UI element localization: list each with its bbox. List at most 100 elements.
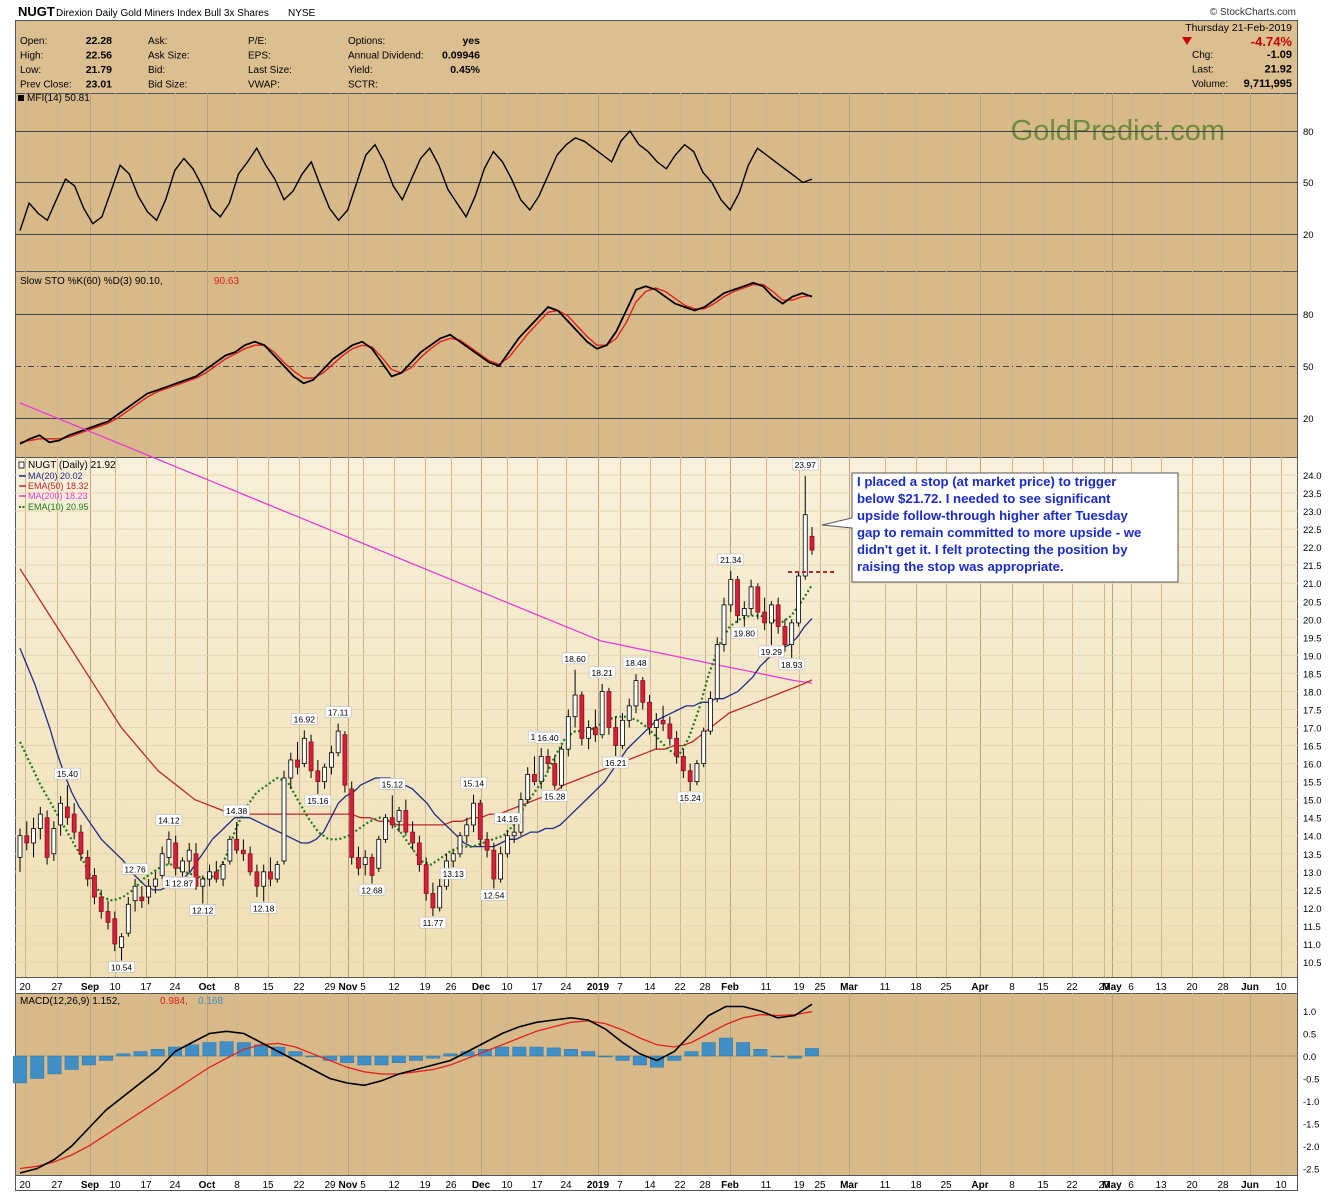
price-label-text: 12.54	[483, 890, 505, 900]
x-tick-label: 15	[262, 982, 274, 993]
price-chart: 24.0 23.5 23.0 22.5 22.0 21.5 21.0 20.5 20.0 19.5…	[15, 402, 1322, 973]
candle-down	[762, 611, 768, 624]
macd-tick-label: 1.0	[1303, 1007, 1316, 1018]
candle-up	[146, 885, 152, 898]
candle-up	[721, 604, 727, 645]
price-label-text: 19.80	[734, 629, 756, 639]
candle-down	[193, 853, 199, 887]
candle-down	[430, 893, 436, 909]
quote-label: VWAP:	[248, 80, 280, 91]
price-label-box	[676, 791, 704, 804]
candle-down	[647, 701, 652, 728]
x-tick-label: 27	[51, 982, 63, 993]
candle-up	[322, 766, 328, 783]
summary-label: Volume:	[1192, 79, 1228, 90]
candle-down	[416, 842, 422, 866]
exchange-label: NYSE	[288, 8, 316, 19]
sto-levels: 80 50 20	[15, 310, 1314, 425]
macd-hist-bar	[116, 1053, 131, 1057]
price-tick-label: 24.0	[1303, 471, 1322, 482]
x-tick-label-bottom: 29	[1098, 1180, 1110, 1191]
price-label-text: 16.92	[294, 714, 316, 724]
candle-down	[356, 856, 361, 869]
macd-tick-label: -1.0	[1303, 1097, 1319, 1108]
x-tick-label-bottom: 14	[644, 1180, 656, 1191]
macd-hist-bar	[340, 1055, 355, 1063]
price-label-text: 16.21	[605, 758, 627, 768]
x-tick-label-bottom: 28	[1217, 1180, 1229, 1191]
price-label-text: 14.12	[158, 815, 180, 825]
macd-hist-bar	[288, 1051, 303, 1057]
x-tick-label: 28	[1217, 982, 1229, 993]
macd-hist-bar	[47, 1055, 62, 1075]
price-label-box	[324, 706, 352, 718]
price-label-box	[460, 777, 487, 789]
candle-icon	[18, 461, 25, 469]
candle-up	[471, 802, 476, 826]
quote-label: Ask Size:	[148, 51, 190, 62]
price-tick-label: 22.5	[1303, 525, 1322, 536]
candle-up	[274, 864, 280, 880]
price-tick-label: 12.5	[1303, 886, 1322, 897]
macd-hist-bar	[391, 1055, 406, 1063]
macd-tick-label: -2.5	[1303, 1165, 1319, 1176]
quote-label: Prev Close:	[20, 80, 72, 91]
price-label-text: 12.68	[361, 885, 383, 895]
source-credit: © StockCharts.com	[1210, 7, 1296, 18]
candle-down	[139, 896, 145, 902]
price-tick-label: 19.5	[1303, 633, 1322, 644]
price-label-box	[534, 731, 562, 744]
price-label-text: 21.34	[720, 555, 742, 565]
x-tick-label: Nov	[339, 982, 358, 993]
candle-up	[51, 828, 57, 855]
x-tick-label: 10	[109, 982, 121, 993]
macd-hist-bar	[512, 1046, 527, 1057]
x-tick-label: 24	[560, 982, 572, 993]
candle-up	[802, 514, 808, 577]
candle-down	[78, 831, 84, 855]
quote-label: Annual Dividend:	[348, 51, 424, 62]
price-label-text: 12.18	[253, 903, 275, 913]
price-label-text: 15.24	[680, 793, 702, 803]
candle-up	[457, 835, 463, 855]
ema10-line	[19, 584, 813, 902]
macd-hist-bar	[546, 1047, 561, 1057]
x-tick-label: 8	[234, 982, 240, 993]
price-label-box	[304, 794, 332, 807]
x-tick-label: 7	[617, 982, 623, 993]
price-tick-label: 20.0	[1303, 615, 1322, 626]
price-label-box	[419, 916, 447, 929]
price-tick-label: 12.0	[1303, 904, 1322, 915]
candle-down	[213, 871, 219, 880]
macd-hist-bar	[150, 1049, 165, 1057]
price-label-box	[588, 666, 616, 679]
quote-label: P/E:	[248, 36, 267, 47]
candle-down	[105, 911, 111, 923]
candle-up	[768, 604, 774, 624]
price-label-text: 19.29	[761, 647, 783, 657]
macd-hist-bar	[650, 1055, 664, 1068]
macd-histogram	[13, 1037, 819, 1084]
candle-up	[288, 759, 294, 779]
x-tick-label-bottom: Nov	[339, 1180, 358, 1191]
price-label-text: 15.12	[382, 779, 404, 789]
quote-value: 0.09946	[442, 50, 480, 62]
x-tick-label: 12	[388, 982, 400, 993]
quote-label: SCTR:	[348, 80, 378, 91]
macd-hist-bar	[581, 1051, 596, 1057]
price-label-text: 18.93	[781, 660, 803, 670]
candle-down	[477, 802, 483, 840]
candle-up	[328, 752, 334, 768]
macd-hist-bar	[99, 1055, 114, 1061]
price-tick-label: 11.0	[1303, 940, 1321, 951]
price-tick-label: 15.5	[1303, 778, 1322, 789]
x-tick-label-bottom: 25	[940, 1180, 952, 1191]
x-tick-label-bottom: Oct	[199, 1180, 216, 1191]
candle-down	[545, 755, 551, 764]
candle-up	[207, 871, 212, 880]
candle-down	[342, 734, 348, 786]
quote-label: Low:	[20, 65, 41, 76]
x-tick-label: 2019	[587, 982, 610, 993]
price-label-text: 15.14	[463, 779, 485, 789]
x-tick-label-bottom: 18	[910, 1180, 922, 1191]
